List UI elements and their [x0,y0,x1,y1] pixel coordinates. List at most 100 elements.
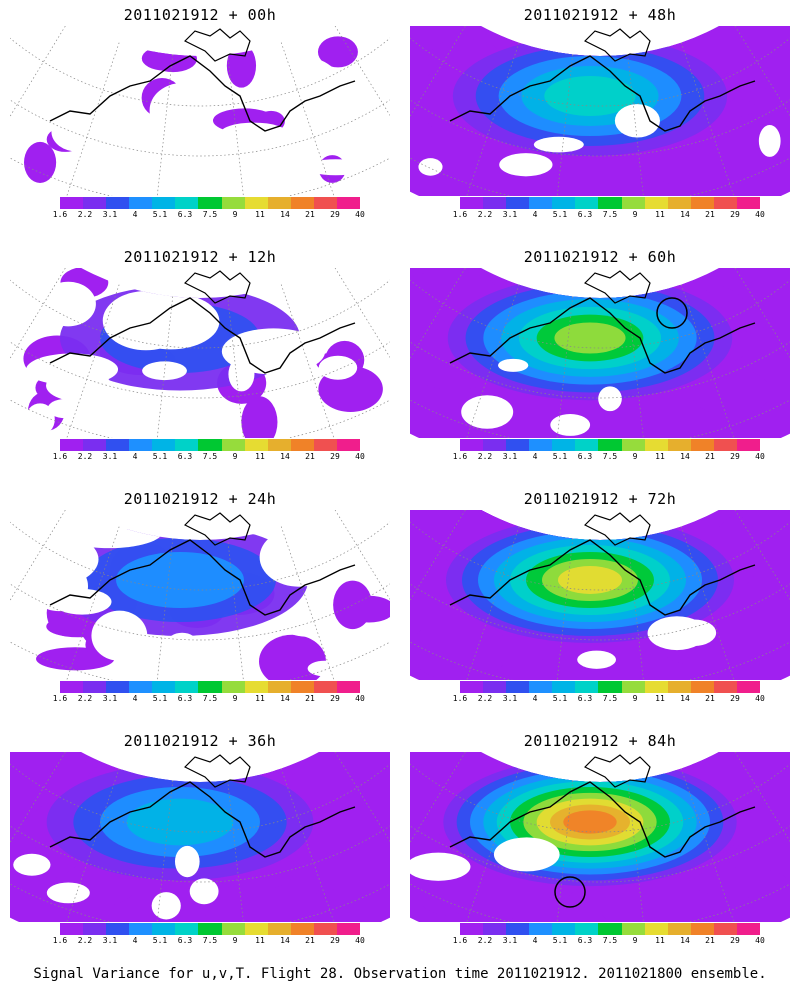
panel-title: 2011021912 + 60h [523,248,677,266]
colorbar-swatch [667,197,691,209]
forecast-panel: 2011021912 + 84h 1.6 2.2 3.1 4 5.1 6.3 7.5 9 11 14… [400,726,800,971]
colorbar-label: 6.3 [577,210,593,219]
coastline [583,270,651,304]
colorbar-label: 3.1 [102,210,118,219]
colorbar-label: 1.6 [452,694,468,703]
colorbar-label: 11 [655,694,665,703]
forecast-panel: 2011021912 + 72h 1.6 2.2 3.1 4 5.1 6.3 7.5 9 11 14… [400,484,800,729]
colorbar-swatch [198,439,222,451]
colorbar-swatch [83,439,107,451]
colorbar-swatch [644,681,668,693]
colorbar-label: 3.1 [502,452,518,461]
colorbar-labels: 1.6 2.2 3.1 4 5.1 6.3 7.5 9 11 14 21 29 40 [48,452,372,461]
colorbar-swatch [313,681,337,693]
colorbar-swatch [690,681,714,693]
colorbar-swatch [60,681,84,693]
colorbar-swatch [336,923,361,935]
colorbar-swatch [198,197,222,209]
colorbar-swatch [106,439,130,451]
colorbar-label: 4 [132,210,138,219]
coastline [49,297,356,374]
colorbar-swatch [83,197,107,209]
colorbar-label: 6.3 [177,210,193,219]
colorbar-swatch [83,681,107,693]
colorbar-swatch [60,923,84,935]
panel-title: 2011021912 + 12h [123,248,277,266]
colorbar-swatch [483,197,507,209]
colorbar-label: 9 [632,936,638,945]
colorbar-label: 5.1 [552,694,568,703]
colorbar-label: 2.2 [477,936,493,945]
forecast-panel: 2011021912 + 60h 1.6 2.2 3.1 4 5.1 6.3 7.5 9 11 14… [400,242,800,487]
map-plot [410,268,790,438]
colorbar-swatch [529,923,553,935]
colorbar-swatch [336,681,361,693]
colorbar-labels: 1.6 2.2 3.1 4 5.1 6.3 7.5 9 11 14 21 29 40 [448,936,772,945]
colorbar-swatch [198,681,222,693]
colorbar-label: 9 [232,936,238,945]
colorbar-label: 40 [355,210,365,219]
panel-title: 2011021912 + 72h [523,490,677,508]
colorbar-label: 40 [355,694,365,703]
colorbar-swatch [736,197,761,209]
colorbar-swatch [336,197,361,209]
colorbar-label: 40 [755,210,765,219]
colorbar-swatch [60,439,84,451]
colorbar-label: 29 [330,210,340,219]
panel-title: 2011021912 + 00h [123,6,277,24]
colorbar-swatch [483,681,507,693]
colorbar-label: 2.2 [77,210,93,219]
colorbar-label: 5.1 [152,936,168,945]
colorbar-label: 14 [680,694,690,703]
colorbar-swatch [267,439,291,451]
colorbar-swatch [83,923,107,935]
colorbar-label: 6.3 [577,694,593,703]
colorbar-label: 11 [655,452,665,461]
colorbar-label: 4 [132,452,138,461]
colorbar-swatch [690,923,714,935]
colorbar-label: 4 [132,694,138,703]
colorbar-swatch [313,439,337,451]
coastline [49,781,356,858]
colorbar-swatch [483,923,507,935]
coastline [183,270,251,304]
colorbar-swatch [552,681,576,693]
colorbar-swatch [106,681,130,693]
colorbar-swatch [575,681,599,693]
colorbar-label: 7.5 [602,936,618,945]
colorbar-swatch [460,439,484,451]
colorbar-swatch [175,923,199,935]
colorbar-label: 4 [532,452,538,461]
colorbar-swatch [290,923,314,935]
colorbar-swatch [175,681,199,693]
colorbar-swatch [460,923,484,935]
colorbar-swatch [598,923,622,935]
highlight-circle [554,876,586,908]
colorbar-swatch [667,439,691,451]
colorbar-label: 29 [730,210,740,219]
colorbar-label: 3.1 [102,694,118,703]
colorbar-labels: 1.6 2.2 3.1 4 5.1 6.3 7.5 9 11 14 21 29 40 [48,694,372,703]
colorbar-label: 5.1 [152,452,168,461]
colorbar-label: 7.5 [202,210,218,219]
colorbar-swatch [575,439,599,451]
map-plot [10,268,390,438]
forecast-panel: 2011021912 + 00h 1.6 2.2 3.1 4 5.1 6.3 7.5 9 11 14… [0,0,400,245]
coastline [583,754,651,788]
colorbar-swatch [267,923,291,935]
forecast-panel: 2011021912 + 48h 1.6 2.2 3.1 4 5.1 6.3 7.5 9 11 14… [400,0,800,245]
colorbar-swatch [736,923,761,935]
colorbar-swatch [598,439,622,451]
colorbar-swatch [336,439,361,451]
colorbar-label: 4 [532,694,538,703]
colorbar-label: 14 [280,694,290,703]
colorbar-label: 6.3 [177,694,193,703]
coastline [583,512,651,546]
colorbar-label: 5.1 [152,694,168,703]
colorbar-swatch [644,923,668,935]
colorbar-swatch [529,681,553,693]
colorbar-swatch [529,197,553,209]
colorbar-swatch [621,923,645,935]
colorbar-label: 5.1 [552,210,568,219]
colorbar-label: 21 [705,694,715,703]
